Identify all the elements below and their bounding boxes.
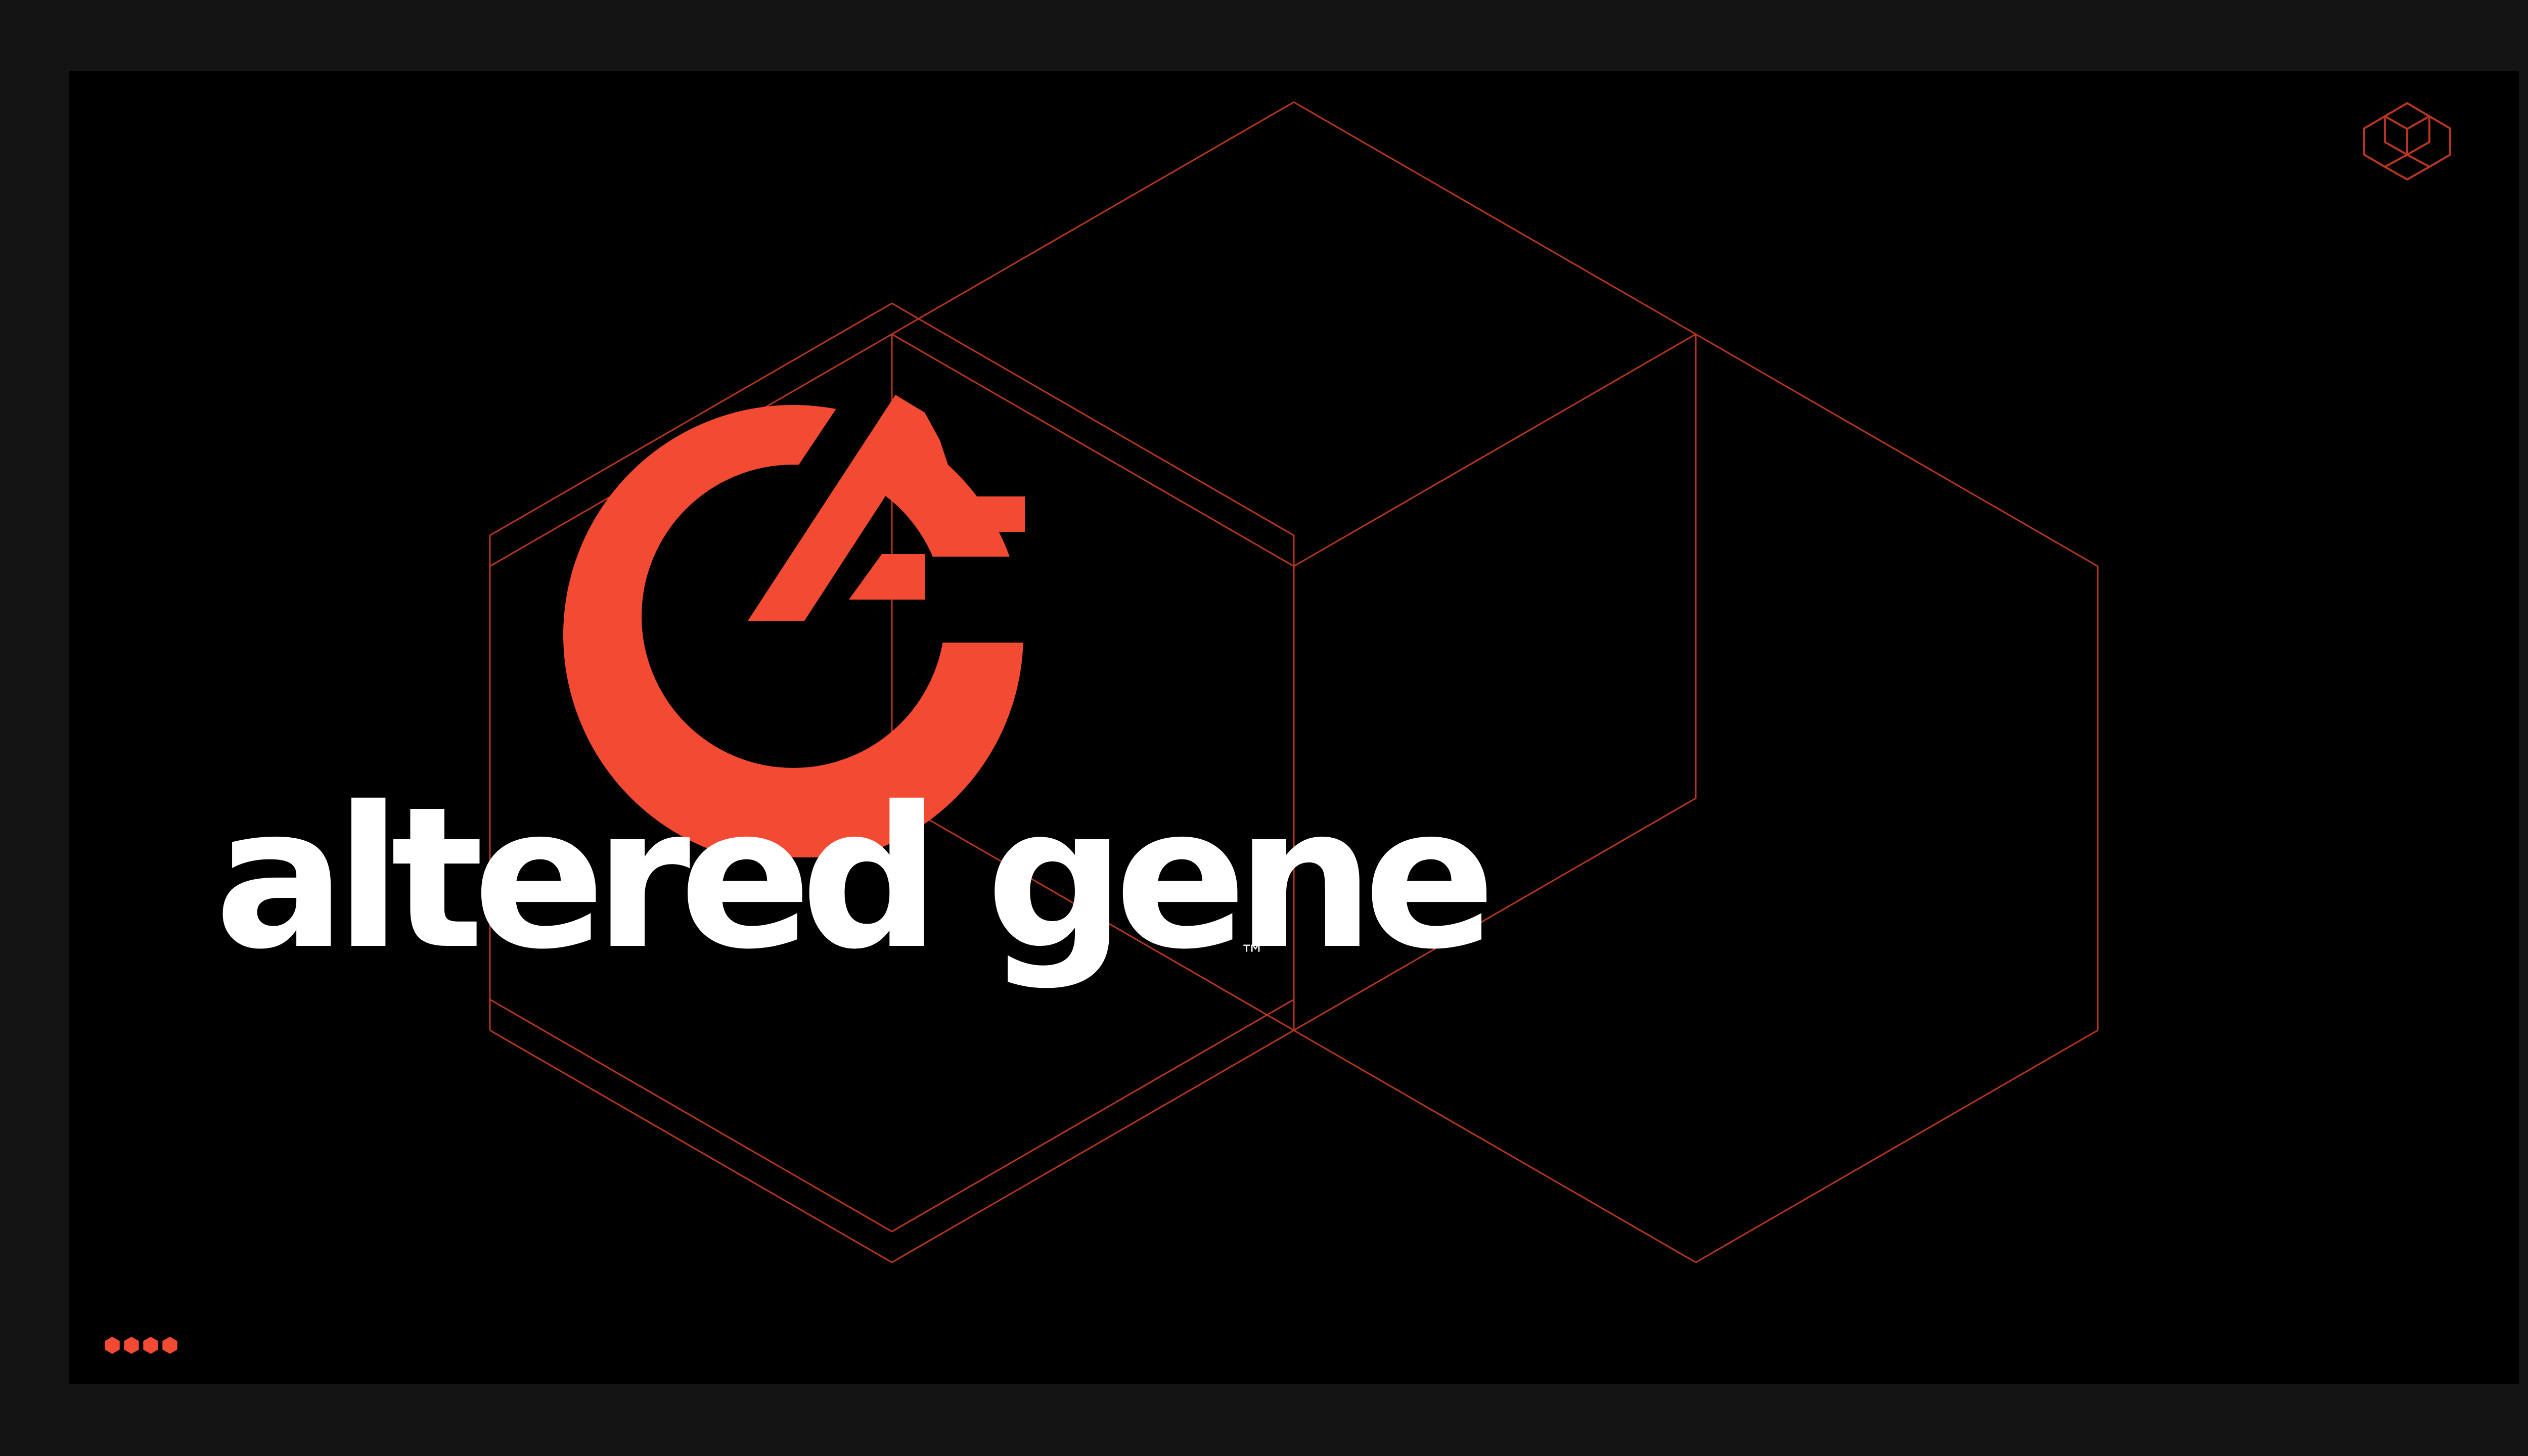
hex-edge xyxy=(489,1029,892,1263)
hex-edge xyxy=(1695,1029,2098,1263)
cube-outline-graphic xyxy=(489,101,2099,1263)
page-indicator-dot xyxy=(124,1337,139,1354)
hex-edge xyxy=(891,1029,1294,1263)
trademark-symbol: ™ xyxy=(1240,940,1265,969)
ag-monogram-logo xyxy=(563,390,1025,857)
page-indicator-dot xyxy=(105,1337,120,1354)
hexagon-left xyxy=(489,302,1295,1233)
page-indicator-dot xyxy=(143,1337,158,1354)
hex-edge xyxy=(1695,333,2098,567)
cube-edge xyxy=(1293,333,1696,567)
slide-canvas: altered gene ™ xyxy=(69,71,2519,1384)
hex-edge xyxy=(1293,1029,1696,1263)
brand-wordmark: altered gene xyxy=(214,765,1496,992)
page-indicator-dot xyxy=(162,1337,177,1354)
cube-edge xyxy=(891,333,1294,567)
hexagon-dots-icon xyxy=(105,1337,177,1354)
cube-outline-icon xyxy=(2363,102,2451,180)
